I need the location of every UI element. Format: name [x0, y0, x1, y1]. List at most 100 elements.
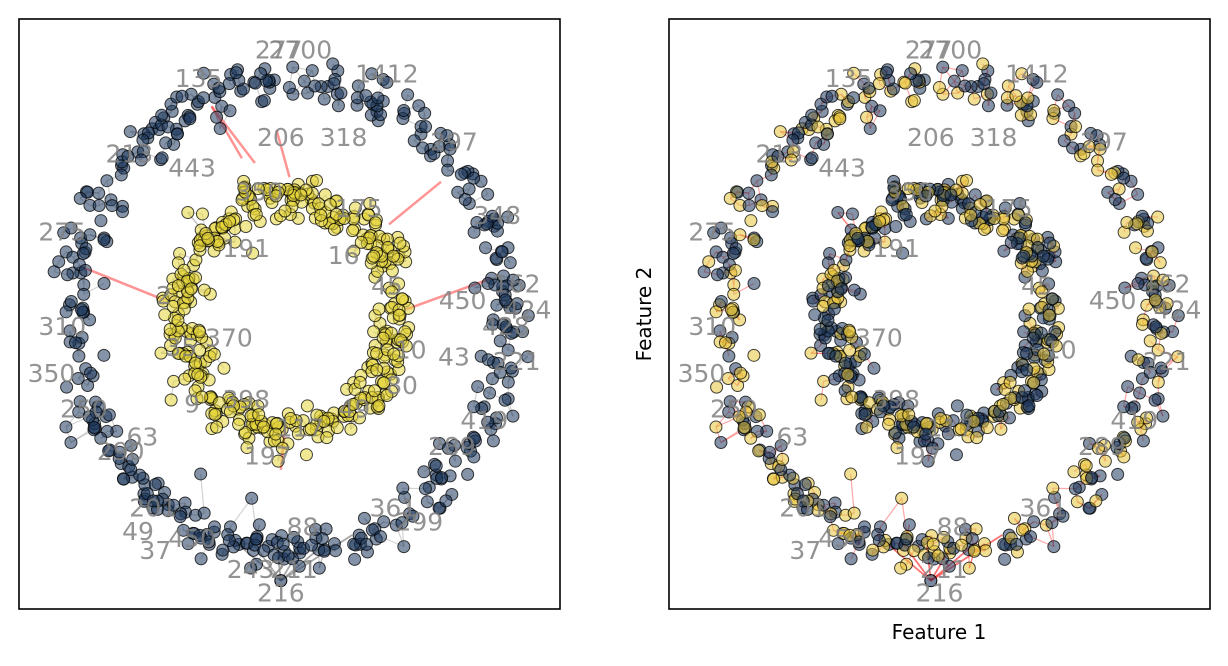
data-point [894, 561, 908, 575]
data-point [194, 552, 208, 566]
point-label: 221 [1143, 347, 1191, 376]
point-label: 221 [493, 347, 541, 376]
graph-edge [200, 473, 205, 514]
point-label: 162 [1143, 269, 1191, 298]
data-point [114, 168, 128, 182]
data-point [1120, 215, 1134, 229]
point-label: 37 [139, 536, 171, 565]
data-point [300, 399, 314, 413]
data-point [197, 66, 211, 80]
data-point [827, 302, 841, 316]
data-point [1026, 331, 1040, 345]
point-label: 289 [428, 432, 476, 461]
data-point [183, 112, 197, 126]
data-point [820, 127, 834, 141]
data-point [326, 57, 340, 71]
data-point [367, 249, 381, 263]
data-point [435, 471, 449, 485]
data-point [1133, 386, 1147, 400]
data-point [899, 532, 913, 546]
data-point [330, 421, 344, 435]
data-point [401, 88, 415, 102]
data-point [92, 186, 106, 200]
data-point [60, 380, 74, 394]
data-point [1104, 167, 1118, 181]
data-point [59, 305, 73, 319]
data-point [195, 207, 209, 221]
data-point [714, 436, 728, 450]
data-point [723, 191, 737, 205]
data-point [996, 224, 1010, 238]
data-point [1018, 384, 1032, 398]
point-label: 290 [97, 437, 145, 466]
data-point [486, 434, 500, 448]
data-point [155, 108, 169, 122]
data-point [76, 247, 90, 261]
point-label: 117 [276, 413, 324, 442]
data-point [97, 276, 111, 290]
data-point [327, 77, 341, 91]
data-point [217, 361, 231, 375]
data-point [1036, 249, 1050, 263]
point-label: 10 [1045, 335, 1077, 364]
data-point [1042, 308, 1056, 322]
data-point [734, 366, 748, 380]
data-point [483, 386, 497, 400]
data-point [159, 136, 173, 150]
data-point [821, 279, 835, 293]
point-label: 350 [28, 359, 76, 388]
data-point [329, 544, 343, 558]
point-label: 49 [339, 394, 371, 423]
data-point [432, 140, 446, 154]
data-point [827, 263, 841, 277]
point-label: 9 [184, 390, 200, 419]
point-label: 213 [756, 140, 804, 169]
point-label: 211 [270, 555, 318, 584]
data-point [1129, 241, 1143, 255]
data-point [213, 122, 227, 136]
data-point [181, 206, 195, 220]
data-point [860, 420, 874, 434]
data-point [839, 271, 853, 285]
data-point [376, 331, 390, 345]
data-point [201, 231, 215, 245]
point-label: 310 [38, 312, 86, 341]
data-point [97, 348, 111, 362]
data-point [882, 417, 896, 431]
point-label: 443 [168, 154, 216, 183]
data-point [467, 400, 481, 414]
data-point [829, 349, 843, 363]
point-label: 350 [885, 177, 933, 206]
data-point [998, 552, 1012, 566]
data-point [171, 279, 185, 293]
data-point [1151, 375, 1165, 389]
data-point [278, 204, 292, 218]
point-label: 250 [60, 394, 108, 423]
point-label: 191 [872, 234, 920, 263]
cross-edge [275, 129, 291, 178]
data-point [860, 110, 874, 124]
data-point [374, 530, 388, 544]
data-point [979, 544, 993, 558]
data-point [448, 454, 462, 468]
data-point [1009, 537, 1023, 551]
data-point [844, 552, 858, 566]
data-point [170, 127, 184, 141]
point-label: 297 [430, 128, 478, 157]
data-point [506, 273, 520, 287]
data-point [406, 509, 420, 523]
point-label: 275 [38, 217, 86, 246]
data-point [879, 66, 893, 80]
data-point [197, 506, 211, 520]
data-point [481, 353, 495, 367]
data-point [100, 174, 114, 188]
data-point [1111, 467, 1125, 481]
data-point [84, 366, 98, 380]
data-point [501, 210, 515, 224]
data-point [844, 467, 858, 481]
data-point [158, 308, 172, 322]
point-label: 450 [1089, 286, 1137, 315]
data-point [944, 188, 958, 202]
data-point [397, 540, 411, 554]
data-point [171, 314, 185, 328]
